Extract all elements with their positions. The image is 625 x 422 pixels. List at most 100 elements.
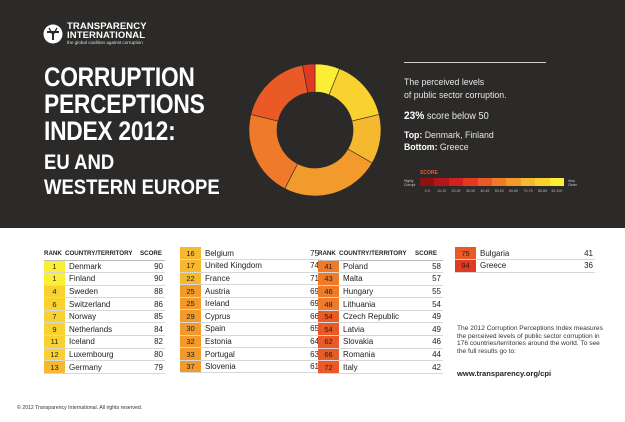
score-legend-color-bar	[420, 178, 565, 186]
header-country: COUNTRY/TERRITORY	[339, 247, 415, 261]
ranking-table-1: RANK COUNTRY/TERRITORY SCORE 1 Denmark 90 1…	[44, 247, 165, 374]
below-50-stat: 23% score below 50	[404, 110, 489, 122]
country-cell: Malta	[339, 272, 415, 286]
table-row: 72 Italy 42	[318, 360, 443, 374]
score-legend-swatch	[520, 178, 536, 186]
header-rank: RANK	[44, 247, 65, 261]
subtitle-line2: WESTERN EUROPE	[44, 175, 220, 199]
country-cell: Sweden	[65, 285, 140, 299]
score-cell: 90	[140, 260, 165, 274]
below-50-text: score below 50	[426, 111, 489, 122]
country-cell: Poland	[339, 260, 415, 274]
score-cell: 85	[140, 310, 165, 324]
rank-cell: 22	[180, 272, 201, 286]
results-link[interactable]: www.transparency.org/cpi	[457, 369, 552, 378]
score-cell: 57	[415, 272, 443, 286]
rank-cell: 37	[180, 360, 201, 374]
country-cell: Hungary	[339, 285, 415, 299]
header-score: SCORE	[140, 247, 165, 261]
score-legend-ticks: 0-9 10-19 20-29 30-39 40-49 50-59 60-69 70-79 80…	[420, 189, 564, 193]
country-cell: Norway	[65, 310, 140, 324]
table-row: 12 Luxembourg 80	[44, 348, 165, 362]
bottom-countries: Bottom: Greece	[404, 142, 469, 153]
score-legend-tick: 30-39	[465, 189, 475, 193]
table-row: 16 Belgium 75	[180, 247, 321, 261]
info-desc-line2: of public sector corruption.	[404, 90, 507, 101]
score-legend-tick: 40-49	[480, 189, 490, 193]
country-cell: United Kingdom	[201, 259, 291, 273]
rank-cell: 25	[180, 284, 201, 298]
info-divider	[404, 62, 546, 63]
score-cell: 86	[140, 297, 165, 311]
rank-cell: 11	[44, 335, 65, 349]
country-cell: Luxembourg	[65, 348, 140, 362]
header-country: COUNTRY/TERRITORY	[65, 247, 140, 261]
score-cell: 61	[291, 360, 321, 374]
methodology-note: The 2012 Corruption Perceptions Index me…	[457, 325, 603, 355]
rank-cell: 48	[318, 297, 339, 311]
rank-cell: 75	[455, 247, 476, 261]
table-row: 7 Norway 85	[44, 310, 165, 324]
rank-cell: 13	[44, 360, 65, 374]
country-cell: Switzerland	[65, 297, 140, 311]
page-subtitle: EU AND WESTERN EUROPE	[44, 150, 220, 200]
rank-cell: 1	[44, 260, 65, 274]
score-legend-tick: 10-19	[437, 189, 447, 193]
logo-name-line1: TRANSPARENCY	[67, 21, 147, 32]
bottom-label: Bottom:	[404, 142, 438, 153]
score-legend-swatch	[477, 178, 493, 186]
rank-cell: 12	[44, 348, 65, 362]
table-row: 54 Latvia 49	[318, 322, 443, 337]
donut-slice-80-89	[328, 68, 380, 122]
rank-cell: 29	[180, 309, 201, 324]
table-row: 11 Iceland 82	[44, 335, 165, 349]
score-cell: 74	[291, 259, 321, 273]
table-row: 33 Portugal 63	[180, 347, 321, 361]
score-cell: 42	[415, 360, 443, 374]
logo: TRANSPARENCY INTERNATIONAL the global co…	[43, 22, 147, 46]
country-cell: Italy	[339, 360, 415, 374]
country-cell: Cyprus	[201, 309, 291, 324]
rank-cell: 43	[318, 272, 339, 286]
score-legend-swatch	[463, 178, 478, 186]
country-cell: Ireland	[201, 297, 291, 311]
rank-cell: 66	[318, 348, 339, 362]
score-legend-low-label: Highly Corrupt	[404, 179, 416, 187]
score-legend-tick: 0-9	[424, 189, 430, 193]
country-cell: Austria	[201, 284, 291, 298]
rank-cell: 54	[318, 310, 339, 324]
table-row: 41 Poland 58	[318, 260, 443, 274]
country-cell: Germany	[65, 360, 140, 374]
country-cell: Slovenia	[201, 360, 291, 374]
table-row: 66 Romania 44	[318, 348, 443, 362]
table-row: 29 Cyprus 66	[180, 309, 321, 324]
score-cell: 79	[140, 360, 165, 374]
score-cell: 64	[291, 335, 321, 349]
bottom-value: Greece	[439, 142, 469, 153]
donut-slice-60-69	[284, 148, 373, 197]
table-row: 94 Greece 36	[455, 259, 595, 273]
rank-cell: 17	[180, 259, 201, 273]
country-cell: Lithuania	[339, 297, 415, 311]
country-cell: Romania	[339, 348, 415, 362]
score-cell: 90	[140, 272, 165, 286]
rank-cell: 94	[455, 259, 476, 273]
table-row: 17 United Kingdom 74	[180, 259, 321, 273]
score-cell: 49	[415, 322, 443, 337]
table-row: 54 Czech Republic 49	[318, 310, 443, 324]
country-cell: France	[201, 272, 291, 286]
logo-name-line2: INTERNATIONAL	[67, 30, 146, 41]
score-legend-swatch	[448, 178, 464, 186]
table-row: 1 Denmark 90	[44, 260, 165, 274]
donut-slice-40-49	[250, 64, 309, 122]
top-countries: Top: Denmark, Finland	[404, 130, 494, 141]
country-cell: Slovakia	[339, 335, 415, 349]
title-line1: CORRUPTION	[44, 62, 195, 92]
table-row: 22 France 71	[180, 272, 321, 286]
info-desc-line1: The perceived levels	[404, 77, 485, 88]
table-row: 13 Germany 79	[44, 360, 165, 374]
table-row: 75 Bulgaria 41	[455, 247, 595, 261]
country-cell: Belgium	[201, 247, 291, 261]
country-cell: Netherlands	[65, 322, 140, 337]
country-cell: Denmark	[65, 260, 140, 274]
